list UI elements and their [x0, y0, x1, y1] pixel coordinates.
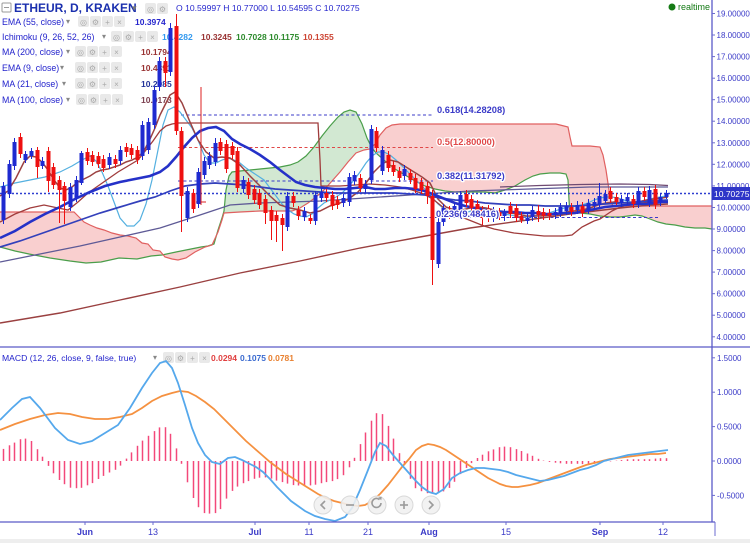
svg-text:15: 15 [501, 527, 511, 537]
svg-text:Aug: Aug [420, 527, 438, 537]
svg-text:Sep: Sep [592, 527, 609, 537]
svg-text:0.382(11.31792): 0.382(11.31792) [437, 171, 505, 181]
svg-text:12.00000: 12.00000 [717, 160, 750, 169]
svg-text:+: + [190, 354, 195, 363]
svg-text:10.3974: 10.3974 [135, 17, 166, 27]
svg-text:▾: ▾ [62, 79, 66, 88]
svg-text:⚙: ⚙ [89, 64, 96, 73]
svg-text:◎: ◎ [78, 96, 85, 105]
svg-text:5.00000: 5.00000 [717, 311, 746, 320]
svg-text:10.1175: 10.1175 [269, 32, 300, 42]
svg-text:4.00000: 4.00000 [717, 333, 746, 342]
svg-text:0.0000: 0.0000 [717, 457, 742, 466]
svg-text:ETHEUR, D, KRAKEN: ETHEUR, D, KRAKEN [14, 1, 137, 15]
svg-text:realtime: realtime [678, 2, 710, 12]
svg-text:▾: ▾ [132, 3, 137, 13]
svg-text:▾: ▾ [66, 47, 70, 56]
svg-text:0.0294: 0.0294 [211, 353, 237, 363]
svg-text:EMA (55, close): EMA (55, close) [2, 17, 64, 27]
svg-text:10.1794: 10.1794 [141, 47, 172, 57]
svg-text:10.70275: 10.70275 [714, 189, 750, 199]
svg-text:◎: ◎ [77, 48, 84, 57]
svg-text:×: × [115, 96, 120, 105]
svg-text:▾: ▾ [153, 353, 157, 362]
svg-text:1.0000: 1.0000 [717, 388, 742, 397]
svg-text:MA (200, close): MA (200, close) [2, 47, 63, 57]
svg-text:MACD (12, 26, close, 9, false,: MACD (12, 26, close, 9, false, true) [2, 353, 136, 363]
svg-text:×: × [114, 64, 119, 73]
svg-text:15.00000: 15.00000 [717, 96, 750, 105]
svg-text:▾: ▾ [66, 95, 70, 104]
svg-text:▾: ▾ [66, 17, 70, 26]
svg-text:0.236(9.48416): 0.236(9.48416) [436, 209, 499, 219]
svg-text:EMA (9, close): EMA (9, close) [2, 63, 59, 73]
svg-text:14.00000: 14.00000 [717, 117, 750, 126]
svg-text:18.00000: 18.00000 [717, 31, 750, 40]
svg-text:⚙: ⚙ [125, 33, 132, 42]
svg-text:+: + [102, 80, 107, 89]
svg-text:⚙: ⚙ [177, 354, 184, 363]
svg-text:10.2985: 10.2985 [141, 79, 172, 89]
svg-text:+: + [103, 96, 108, 105]
svg-text:×: × [114, 80, 119, 89]
svg-text:0.0781: 0.0781 [268, 353, 294, 363]
svg-text:11: 11 [304, 527, 313, 537]
svg-text:10.7028: 10.7028 [236, 32, 267, 42]
svg-text:⚙: ⚙ [92, 18, 99, 27]
svg-text:⚙: ⚙ [89, 80, 96, 89]
svg-text:⚙: ⚙ [90, 96, 97, 105]
svg-text:×: × [150, 33, 155, 42]
svg-text:0.1075: 0.1075 [240, 353, 266, 363]
svg-text:◎: ◎ [77, 64, 84, 73]
svg-text:×: × [202, 354, 207, 363]
svg-text:7.00000: 7.00000 [717, 268, 746, 277]
svg-text:1.5000: 1.5000 [717, 354, 742, 363]
svg-text:⚙: ⚙ [89, 48, 96, 57]
svg-text:Jun: Jun [77, 527, 93, 537]
svg-text:◎: ◎ [113, 33, 120, 42]
svg-text:0.618(14.28208): 0.618(14.28208) [437, 105, 505, 115]
svg-text:+: + [138, 33, 143, 42]
svg-text:17.00000: 17.00000 [717, 53, 750, 62]
svg-text:Jul: Jul [248, 527, 261, 537]
svg-text:⚙: ⚙ [159, 5, 166, 14]
svg-text:◎: ◎ [80, 18, 87, 27]
svg-text:+: + [102, 48, 107, 57]
svg-text:0.5000: 0.5000 [717, 423, 742, 432]
svg-text:◎: ◎ [77, 80, 84, 89]
svg-text:21: 21 [363, 527, 373, 537]
svg-text:8.00000: 8.00000 [717, 247, 746, 256]
svg-text:×: × [117, 18, 122, 27]
svg-text:O 10.59997 H 10.77000 L 10.545: O 10.59997 H 10.77000 L 10.54595 C 10.70… [176, 3, 360, 13]
svg-text:9.00000: 9.00000 [717, 225, 746, 234]
svg-text:MA (100, close): MA (100, close) [2, 95, 63, 105]
svg-text:MA (21, close): MA (21, close) [2, 79, 58, 89]
svg-text:0.5(12.80000): 0.5(12.80000) [437, 137, 495, 147]
svg-text:×: × [114, 48, 119, 57]
svg-text:▾: ▾ [60, 63, 64, 72]
svg-text:19.00000: 19.00000 [717, 10, 750, 19]
svg-text:10.1355: 10.1355 [303, 32, 334, 42]
svg-text:16.00000: 16.00000 [717, 74, 750, 83]
svg-text:+: + [105, 18, 110, 27]
svg-text:Ichimoku (9, 26, 52, 26): Ichimoku (9, 26, 52, 26) [2, 32, 94, 42]
svg-text:13: 13 [148, 527, 158, 537]
svg-text:12: 12 [658, 527, 668, 537]
svg-text:◎: ◎ [147, 5, 154, 14]
svg-text:6.00000: 6.00000 [717, 290, 746, 299]
svg-text:10.3245: 10.3245 [201, 32, 232, 42]
svg-text:13.00000: 13.00000 [717, 139, 750, 148]
svg-text:-0.5000: -0.5000 [717, 491, 745, 500]
svg-text:10.00000: 10.00000 [717, 204, 750, 213]
svg-text:+: + [102, 64, 107, 73]
svg-text:▾: ▾ [102, 32, 106, 41]
